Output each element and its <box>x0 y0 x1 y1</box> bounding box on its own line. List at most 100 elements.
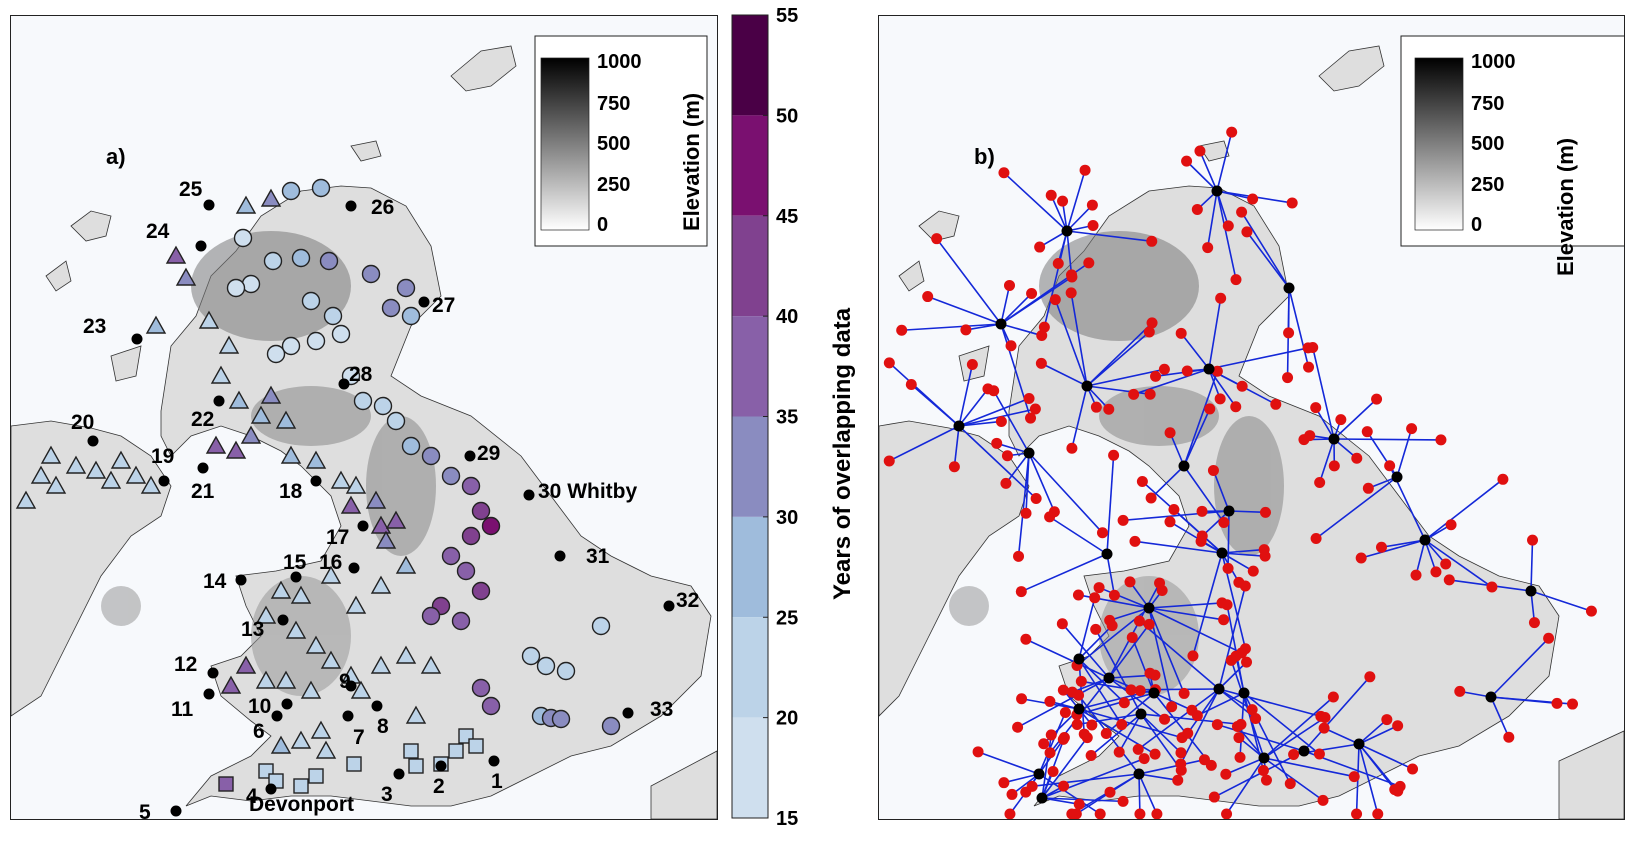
station-point <box>1445 519 1457 531</box>
station-gauge-link <box>1072 677 1110 693</box>
station-point <box>1222 562 1234 574</box>
station-triangle-marker <box>240 425 262 444</box>
station-gauge-link <box>936 238 1002 325</box>
station-gauge-link <box>1358 743 1413 770</box>
tide-gauge-point <box>290 571 302 583</box>
tide-gauge-label: 30 Whitby <box>538 480 637 503</box>
station-point <box>1392 720 1404 732</box>
station-gauge-link <box>1240 211 1290 289</box>
station-triangle-marker <box>280 445 302 464</box>
tide-gauge-point <box>345 680 357 692</box>
station-gauge-link <box>1225 757 1265 815</box>
station-point <box>1181 155 1193 167</box>
station-point <box>1117 514 1129 526</box>
colorbar-ticks: 55 50 45 40 35 30 25 20 15 <box>763 5 798 830</box>
station-point <box>1126 631 1138 643</box>
station-triangle-marker <box>198 310 220 329</box>
station-gauge-link <box>1183 370 1219 467</box>
station-gauge-link <box>1070 292 1088 387</box>
station-point <box>1319 712 1331 724</box>
station-gauge-link <box>1050 194 1068 232</box>
station-gauge-link <box>1153 692 1212 766</box>
station-gauge-link <box>1049 516 1108 555</box>
station-point <box>1079 164 1091 176</box>
station-triangle-marker <box>165 245 187 264</box>
station-point <box>1214 393 1226 405</box>
tide-gauge-label: 8 <box>377 715 389 738</box>
tide-gauge-label: 18 <box>279 480 303 503</box>
station-point <box>1025 412 1037 424</box>
station-point <box>1222 220 1234 232</box>
station-point <box>1186 704 1198 716</box>
tide-gauge-label: 1 <box>491 770 503 793</box>
station-triangle-marker <box>218 335 240 354</box>
tide-gauge-point <box>281 698 293 710</box>
tide-gauge-point <box>203 199 215 211</box>
station-point <box>1257 765 1269 777</box>
station-gauge-link <box>958 397 1030 427</box>
tide-gauge-label: 2 <box>433 775 445 798</box>
tide-gauge-label: 26 <box>371 196 394 219</box>
elevation-gradient <box>1414 57 1464 231</box>
station-square-marker <box>308 768 324 784</box>
tide-gauge-label: 15 <box>283 551 307 574</box>
tide-gauge-point <box>1143 602 1155 614</box>
station-point <box>1195 535 1207 547</box>
tide-gauge-point <box>995 318 1007 330</box>
station-point <box>1430 566 1442 578</box>
station-gauge-link <box>1078 597 1096 660</box>
station-gauge-link <box>1183 408 1211 467</box>
station-triangle-marker <box>260 385 282 404</box>
station-point <box>1288 748 1300 760</box>
station-point <box>1175 764 1187 776</box>
station-circle-marker <box>266 344 286 364</box>
station-triangle-marker <box>345 475 367 494</box>
station-gauge-link <box>1246 231 1290 289</box>
station-point <box>1058 731 1070 743</box>
station-gauge-link <box>1098 586 1150 609</box>
station-gauge-link <box>1213 750 1305 798</box>
tide-gauge-point <box>371 700 383 712</box>
station-gauge-link <box>1066 230 1152 243</box>
station-point <box>1086 199 1098 211</box>
station-point <box>1384 460 1396 472</box>
elevation-legend: 1000 750 500 250 0 Elevation (m) <box>534 35 708 247</box>
station-gauge-link <box>1169 521 1223 554</box>
station-point <box>1006 788 1018 800</box>
station-point <box>1406 423 1418 435</box>
station-circle-marker <box>601 716 621 736</box>
station-point <box>1241 226 1253 238</box>
station-point <box>1178 687 1190 699</box>
station-gauge-link <box>1169 432 1185 467</box>
station-square-marker <box>448 743 464 759</box>
station-point <box>1202 242 1214 254</box>
station-point <box>1118 697 1130 709</box>
station-point <box>1211 719 1223 731</box>
station-gauge-link <box>1041 797 1124 803</box>
station-point <box>1072 589 1084 601</box>
station-point <box>931 233 943 245</box>
station-triangle-marker <box>85 460 107 479</box>
tide-gauge-point <box>1033 768 1045 780</box>
station-point <box>1528 617 1540 629</box>
colorbar-tick-label: 30 <box>776 507 798 529</box>
station-gauge-link <box>1218 661 1248 690</box>
station-point <box>972 746 984 758</box>
tide-gauge-point <box>277 614 289 626</box>
station-triangle-marker <box>260 188 282 207</box>
station-point <box>905 379 917 391</box>
station-point <box>1327 691 1339 703</box>
tide-gauge-point <box>207 667 219 679</box>
station-point <box>1182 727 1194 739</box>
station-gauge-link <box>1148 602 1223 609</box>
station-point <box>883 455 895 467</box>
tide-gauge-point <box>203 688 215 700</box>
station-gauge-link <box>1131 688 1220 691</box>
station-triangle-marker <box>255 605 277 624</box>
tide-gauge-point <box>1328 433 1340 445</box>
colorbar-tick-label: 20 <box>776 708 798 730</box>
tide-gauge-point <box>338 378 350 390</box>
station-circle-marker <box>226 278 246 298</box>
station-point <box>1124 576 1136 588</box>
station-point <box>1071 718 1083 730</box>
